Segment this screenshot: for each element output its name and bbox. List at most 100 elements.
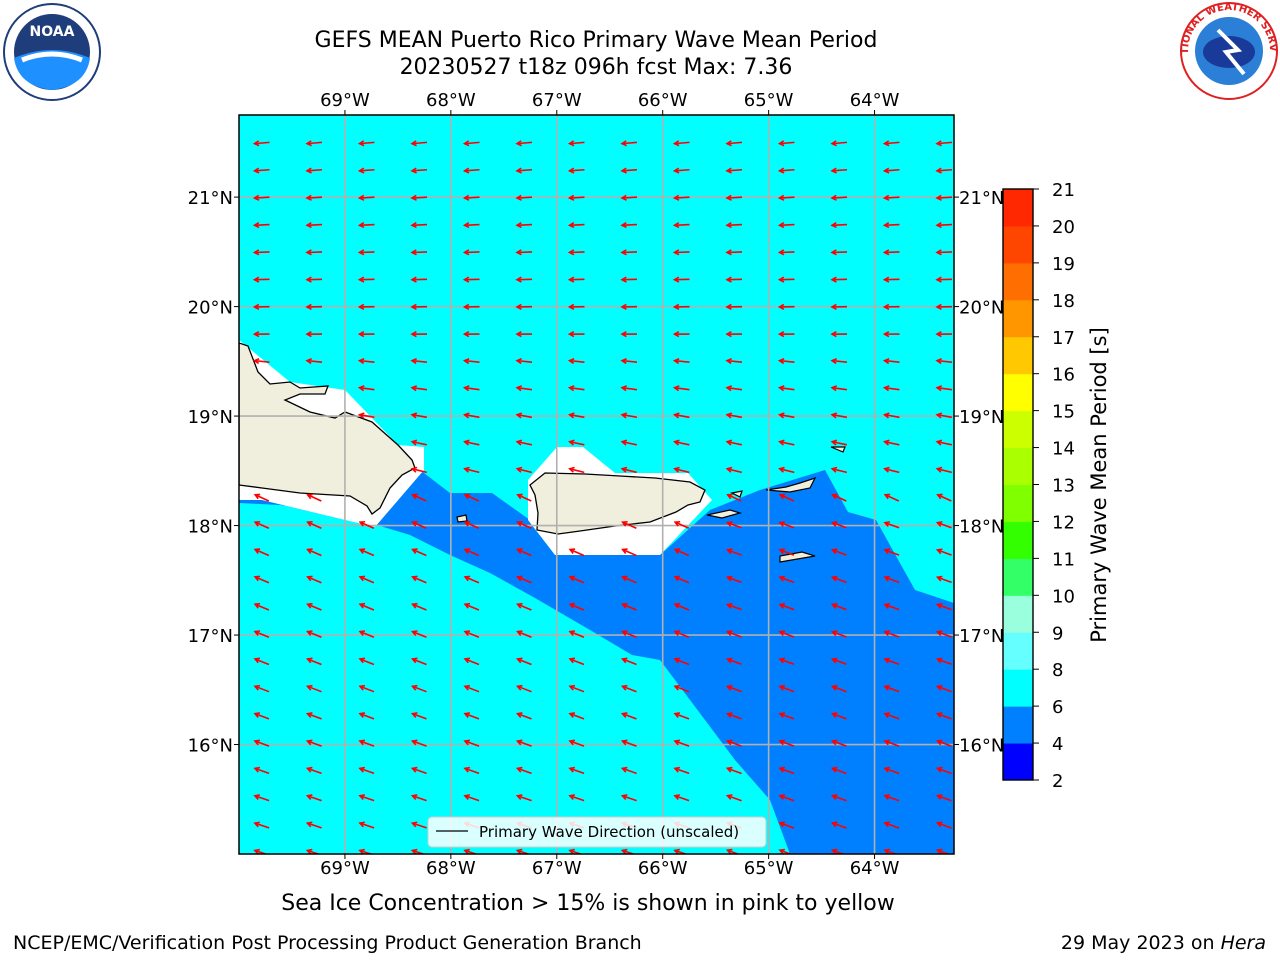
wave-arrow: [462, 331, 480, 338]
colorbar-segment: [1003, 595, 1033, 633]
wave-arrow: [778, 848, 793, 854]
wave-arrow: [673, 630, 690, 638]
wave-arrow: [778, 575, 795, 584]
wave-arrow: [830, 357, 848, 365]
wave-arrow: [672, 385, 690, 392]
wave-arrow: [358, 821, 375, 829]
wave-arrow: [935, 794, 952, 802]
wave-arrow: [935, 630, 952, 638]
wave-arrow: [672, 331, 690, 338]
wave-arrow: [357, 140, 375, 147]
wave-arrow: [462, 303, 480, 310]
colorbar-tick-label: 18: [1052, 291, 1075, 312]
wave-arrow: [515, 331, 533, 338]
wave-arrow: [883, 630, 900, 638]
lat-tick-label-right: 19°N: [959, 407, 1004, 428]
lat-tick-label-left: 16°N: [188, 736, 233, 757]
wave-arrow: [306, 493, 322, 502]
wave-arrow: [253, 821, 270, 829]
wave-arrow: [882, 140, 900, 147]
wave-arrow: [777, 194, 795, 201]
wave-arrow: [830, 548, 847, 556]
wave-arrow: [725, 221, 743, 229]
wave-arrow: [253, 712, 270, 720]
lat-tick-label-right: 17°N: [959, 626, 1004, 647]
wave-arrow: [672, 412, 690, 419]
wave-arrow: [305, 303, 323, 310]
wave-arrow: [305, 221, 323, 229]
wave-arrow: [830, 249, 848, 256]
wave-arrow: [778, 493, 795, 502]
wave-arrow: [935, 167, 953, 174]
lon-tick-label-top: 64°W: [850, 90, 900, 111]
wave-arrow: [830, 712, 847, 720]
wave-arrow: [253, 739, 270, 747]
wave-arrow: [305, 194, 323, 201]
wave-arrow: [567, 412, 585, 419]
wave-arrow: [725, 684, 742, 693]
wave-arrow: [567, 221, 585, 229]
wave-arrow: [882, 385, 900, 392]
wave-arrow: [567, 276, 585, 283]
wave-arrow: [830, 575, 847, 584]
lat-tick-label-right: 18°N: [959, 517, 1004, 538]
lon-tick-label-top: 68°W: [426, 90, 476, 111]
chart-title: GEFS MEAN Puerto Rico Primary Wave Mean …: [314, 28, 878, 53]
lon-tick-label-bottom: 69°W: [320, 858, 370, 879]
wave-arrow: [830, 848, 846, 854]
mona-island: [456, 514, 468, 523]
wave-arrow: [883, 657, 900, 666]
map-frame: [238, 114, 955, 855]
lat-tick-label-left: 17°N: [188, 626, 233, 647]
wave-arrow: [672, 276, 690, 283]
colorbar-segment: [1003, 299, 1033, 338]
wave-arrow: [935, 766, 952, 775]
wave-arrow: [411, 520, 427, 529]
wave-arrow: [410, 194, 428, 201]
wave-arrow: [410, 630, 427, 638]
wave-arrow: [725, 712, 742, 720]
wave-arrow: [778, 602, 795, 611]
wave-arrow: [883, 439, 900, 446]
lat-tick-label-left: 19°N: [188, 407, 233, 428]
wave-arrow: [883, 821, 900, 829]
wave-arrow: [410, 167, 428, 174]
wave-arrow: [725, 602, 742, 611]
colorbar-segment: [1003, 743, 1033, 781]
wave-arrow: [305, 167, 323, 174]
wave-arrow: [830, 821, 847, 829]
wave-arrow: [725, 630, 742, 638]
wave-arrow: [568, 712, 585, 720]
footer-date-text: 29 May 2023 on: [1060, 932, 1221, 954]
wave-arrow: [305, 276, 323, 283]
wave-arrow: [725, 357, 743, 365]
wave-arrow: [882, 331, 900, 338]
wave-arrow: [620, 794, 637, 802]
wave-arrow: [725, 249, 743, 256]
wave-arrow: [410, 221, 428, 229]
wave-arrow: [410, 739, 427, 747]
wave-arrow: [883, 575, 900, 584]
wave-arrow: [305, 712, 322, 720]
wave-arrow: [411, 548, 427, 557]
wave-arrow: [252, 276, 270, 283]
wave-arrow: [568, 439, 585, 446]
wave-arrow: [620, 385, 638, 392]
colorbar-tick-label: 20: [1052, 217, 1075, 238]
wave-arrow: [410, 303, 428, 310]
colorbar-tick-label: 8: [1052, 660, 1063, 681]
wave-arrow: [777, 385, 795, 392]
wave-arrow: [830, 303, 848, 310]
wave-arrow: [778, 630, 795, 638]
wave-arrow: [305, 684, 322, 693]
wave-arrow: [725, 412, 743, 419]
lon-tick-label-top: 69°W: [320, 90, 370, 111]
wave-arrow: [621, 602, 637, 611]
wave-arrow: [305, 821, 322, 829]
wave-arrow: [516, 493, 532, 502]
wave-arrow: [358, 657, 375, 666]
wave-arrow: [358, 766, 375, 775]
colorbar-segment: [1003, 484, 1033, 522]
wave-arrow: [830, 466, 847, 474]
wave-arrow: [515, 848, 531, 854]
